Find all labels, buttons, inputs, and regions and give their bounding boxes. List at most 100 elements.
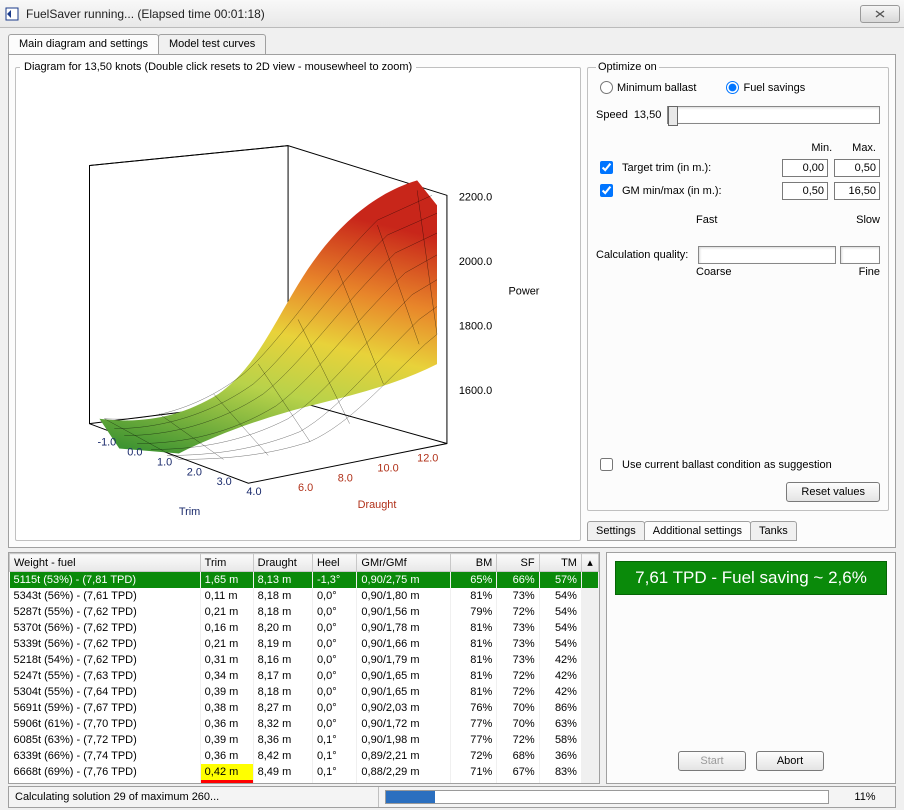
target-trim-label: Target trim (in m.):	[622, 162, 776, 174]
statusbar: Calculating solution 29 of maximum 260..…	[8, 786, 896, 808]
progress-fill	[386, 791, 435, 803]
svg-text:Power: Power	[508, 286, 539, 298]
lower-split: Weight - fuelTrimDraughtHeelGMr/GMfBMSFT…	[8, 552, 896, 784]
column-header[interactable]: Heel	[312, 554, 356, 572]
svg-text:4.0: 4.0	[246, 486, 261, 498]
z-axis-ticks: 2200.0 2000.0 1800.0 1600.0 Power	[459, 191, 540, 397]
progress-text: 11%	[835, 791, 895, 803]
calc-quality-label: Calculation quality:	[596, 249, 692, 261]
tab-settings[interactable]: Settings	[587, 521, 645, 541]
svg-text:12.0: 12.0	[417, 452, 438, 464]
svg-text:1.0: 1.0	[157, 456, 172, 468]
table-row[interactable]: 6339t (66%) - (7,74 TPD)0,36 m8,42 m0,1°…	[10, 748, 599, 764]
max-header: Max.	[852, 142, 876, 154]
gm-min-input[interactable]	[782, 182, 828, 200]
column-header[interactable]: GMr/GMf	[357, 554, 450, 572]
app-icon	[4, 6, 20, 22]
table-row[interactable]: 5906t (61%) - (7,70 TPD)0,36 m8,32 m0,0°…	[10, 716, 599, 732]
abort-button[interactable]: Abort	[756, 751, 824, 771]
reset-values-button[interactable]: Reset values	[786, 482, 880, 502]
gm-label: GM min/max (in m.):	[622, 185, 776, 197]
svg-text:1600.0: 1600.0	[459, 385, 492, 397]
calc-speed-slider[interactable]	[698, 246, 836, 264]
diagram-title: Diagram for 13,50 knots (Double click re…	[20, 61, 416, 73]
svg-text:2200.0: 2200.0	[459, 191, 492, 203]
settings-subtabs: Settings Additional settings Tanks	[587, 515, 889, 541]
svg-text:3.0: 3.0	[217, 476, 232, 488]
radio-fuel-savings[interactable]: Fuel savings	[726, 81, 805, 94]
window-title: FuelSaver running... (Elapsed time 00:01…	[26, 7, 860, 21]
close-button[interactable]	[860, 5, 900, 23]
diagram-group: Diagram for 13,50 knots (Double click re…	[15, 61, 581, 541]
radio-fuel-savings-label: Fuel savings	[743, 82, 805, 94]
tab-tanks[interactable]: Tanks	[750, 521, 797, 541]
slow-label: Slow	[856, 214, 880, 226]
fine-label: Fine	[859, 266, 880, 278]
svg-text:10.0: 10.0	[377, 462, 398, 474]
svg-text:Trim: Trim	[179, 506, 200, 518]
table-row[interactable]: 5370t (56%) - (7,62 TPD)0,16 m8,20 m0,0°…	[10, 620, 599, 636]
y-axis-ticks: 6.0 8.0 10.0 12.0 Draught	[298, 452, 438, 511]
status-message: Calculating solution 29 of maximum 260..…	[9, 787, 379, 807]
gm-max-input[interactable]	[834, 182, 880, 200]
use-current-label: Use current ballast condition as suggest…	[622, 459, 832, 471]
surface-plot[interactable]: 2200.0 2000.0 1800.0 1600.0 Power -1.0 0…	[20, 83, 576, 536]
table-row[interactable]: 6257t (65%) - (N/A)0,61 m8,39 m0,0°0,89/…	[10, 780, 599, 784]
column-header[interactable]: SF	[497, 554, 539, 572]
titlebar: FuelSaver running... (Elapsed time 00:01…	[0, 0, 904, 28]
min-header: Min.	[811, 142, 832, 154]
speed-slider[interactable]	[667, 106, 880, 124]
use-current-checkbox[interactable]	[600, 458, 613, 471]
tab-model-test[interactable]: Model test curves	[158, 34, 266, 54]
table-row[interactable]: 5343t (56%) - (7,61 TPD)0,11 m8,18 m0,0°…	[10, 588, 599, 604]
surface-mesh	[99, 180, 437, 453]
speed-label: Speed	[596, 109, 628, 121]
start-button[interactable]: Start	[678, 751, 746, 771]
column-header[interactable]: Trim	[200, 554, 253, 572]
speed-slider-thumb[interactable]	[668, 106, 678, 126]
target-trim-max-input[interactable]	[834, 159, 880, 177]
settings-panel: Optimize on Minimum ballast Fuel savings…	[587, 61, 889, 541]
table-row[interactable]: 5247t (55%) - (7,63 TPD)0,34 m8,17 m0,0°…	[10, 668, 599, 684]
radio-min-ballast[interactable]: Minimum ballast	[600, 81, 696, 94]
result-banner: 7,61 TPD - Fuel saving ~ 2,6%	[615, 561, 887, 595]
fast-label: Fast	[696, 214, 717, 226]
svg-text:Draught: Draught	[358, 499, 397, 511]
results-table-wrap: Weight - fuelTrimDraughtHeelGMr/GMfBMSFT…	[8, 552, 600, 784]
optimize-group: Optimize on Minimum ballast Fuel savings…	[587, 61, 889, 511]
target-trim-checkbox[interactable]	[600, 161, 613, 174]
radio-min-ballast-label: Minimum ballast	[617, 82, 696, 94]
scroll-up[interactable]: ▴	[581, 554, 598, 572]
main-panel: Diagram for 13,50 knots (Double click re…	[8, 54, 896, 548]
tab-additional-settings[interactable]: Additional settings	[644, 521, 751, 541]
results-table[interactable]: Weight - fuelTrimDraughtHeelGMr/GMfBMSFT…	[9, 553, 599, 783]
svg-text:2.0: 2.0	[187, 466, 202, 478]
column-header[interactable]: BM	[450, 554, 497, 572]
optimize-legend: Optimize on	[596, 61, 659, 73]
column-header[interactable]: TM	[539, 554, 581, 572]
progress-bar	[385, 790, 829, 804]
svg-text:8.0: 8.0	[338, 472, 353, 484]
tab-main-diagram[interactable]: Main diagram and settings	[8, 34, 159, 54]
table-row[interactable]: 5115t (53%) - (7,81 TPD)1,65 m8,13 m-1,3…	[10, 572, 599, 588]
table-row[interactable]: 5304t (55%) - (7,64 TPD)0,39 m8,18 m0,0°…	[10, 684, 599, 700]
speed-value: 13,50	[634, 109, 662, 121]
table-row[interactable]: 5691t (59%) - (7,67 TPD)0,38 m8,27 m0,0°…	[10, 700, 599, 716]
svg-text:-1.0: -1.0	[97, 437, 116, 449]
column-header[interactable]: Weight - fuel	[10, 554, 201, 572]
table-row[interactable]: 5339t (56%) - (7,62 TPD)0,21 m8,19 m0,0°…	[10, 636, 599, 652]
calc-fine-slider[interactable]	[840, 246, 880, 264]
table-row[interactable]: 5218t (54%) - (7,62 TPD)0,31 m8,16 m0,0°…	[10, 652, 599, 668]
target-trim-min-input[interactable]	[782, 159, 828, 177]
svg-text:2000.0: 2000.0	[459, 256, 492, 268]
table-row[interactable]: 6085t (63%) - (7,72 TPD)0,39 m8,36 m0,1°…	[10, 732, 599, 748]
column-header[interactable]: Draught	[253, 554, 312, 572]
gm-checkbox[interactable]	[600, 184, 613, 197]
table-row[interactable]: 6668t (69%) - (7,76 TPD)0,42 m8,49 m0,1°…	[10, 764, 599, 780]
top-tabs: Main diagram and settings Model test cur…	[0, 28, 904, 54]
svg-text:0.0: 0.0	[127, 446, 142, 458]
result-panel: 7,61 TPD - Fuel saving ~ 2,6% Start Abor…	[606, 552, 896, 784]
svg-text:1800.0: 1800.0	[459, 320, 492, 332]
table-row[interactable]: 5287t (55%) - (7,62 TPD)0,21 m8,18 m0,0°…	[10, 604, 599, 620]
svg-text:6.0: 6.0	[298, 482, 313, 494]
